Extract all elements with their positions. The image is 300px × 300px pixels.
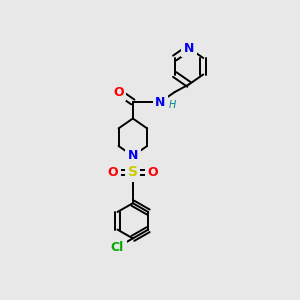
Text: H: H	[169, 100, 176, 110]
Text: N: N	[184, 42, 194, 55]
Text: O: O	[108, 166, 118, 179]
Text: O: O	[113, 85, 124, 99]
Text: N: N	[155, 95, 166, 109]
Text: N: N	[128, 149, 138, 162]
Text: S: S	[128, 165, 138, 179]
Text: Cl: Cl	[111, 241, 124, 254]
Text: O: O	[147, 166, 158, 179]
